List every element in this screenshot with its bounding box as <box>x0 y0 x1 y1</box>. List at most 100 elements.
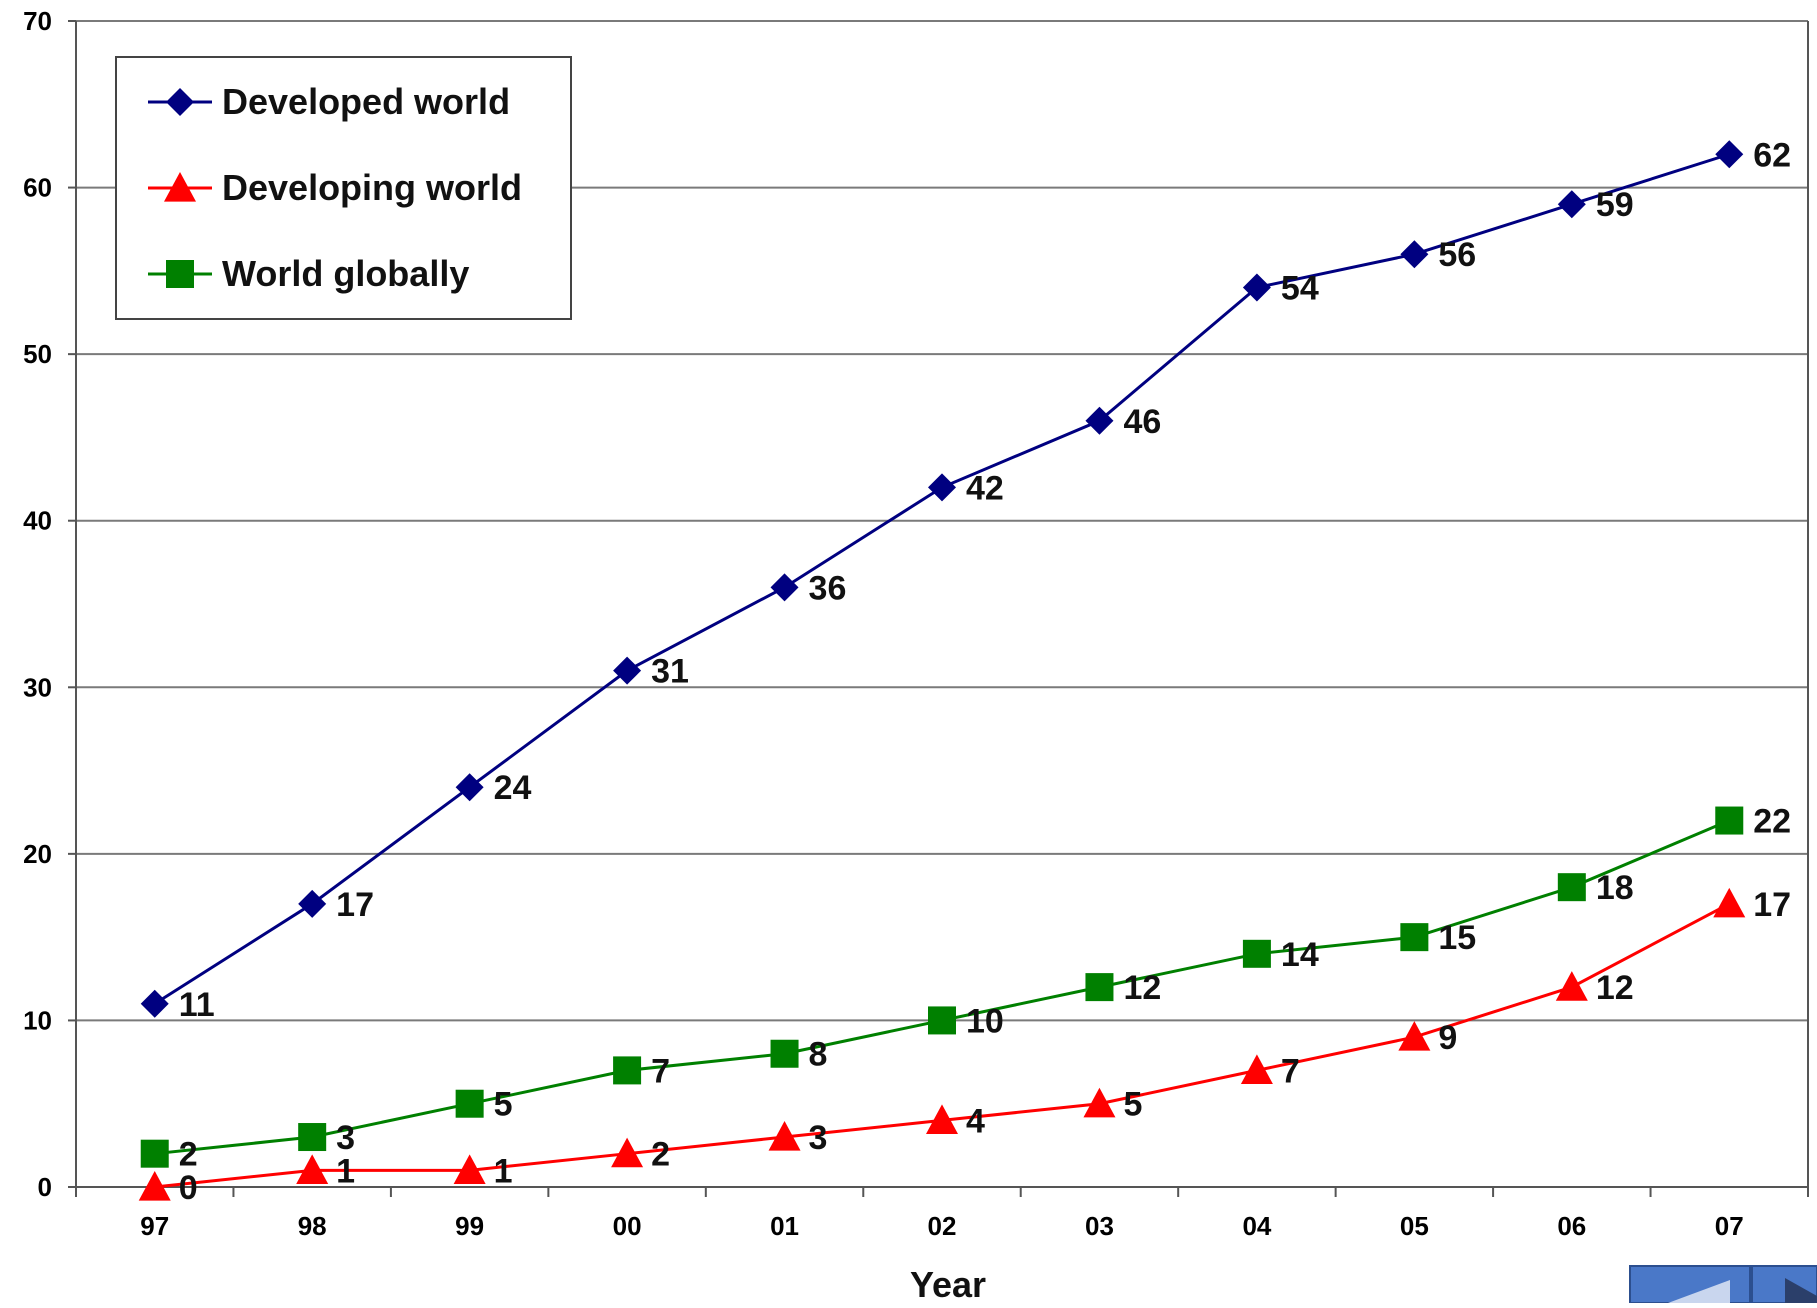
legend-marker-developing-world <box>164 172 196 202</box>
point-developing-world-99 <box>453 1154 486 1184</box>
point-world-globally-02 <box>928 1006 956 1035</box>
x-tick-label-03: 03 <box>1085 1211 1114 1241</box>
point-world-globally-06 <box>1557 873 1586 902</box>
data-label-developing-world-00: 2 <box>651 1136 670 1174</box>
data-label-developed-world-97: 11 <box>179 986 215 1024</box>
point-developed-world-98 <box>298 889 327 918</box>
data-label-world-globally-04: 14 <box>1281 936 1319 974</box>
point-developing-world-04 <box>1240 1054 1273 1084</box>
point-world-globally-05 <box>1400 923 1429 952</box>
point-developing-world-05 <box>1398 1021 1431 1051</box>
data-label-world-globally-97: 2 <box>179 1136 198 1174</box>
series-layer <box>138 140 1746 1201</box>
data-label-world-globally-03: 12 <box>1123 969 1161 1007</box>
x-tick-label-97: 97 <box>140 1211 169 1241</box>
point-developing-world-06 <box>1555 971 1588 1001</box>
x-axis-title: Year <box>910 1264 986 1303</box>
x-tick-label-00: 00 <box>613 1211 642 1241</box>
data-label-world-globally-06: 18 <box>1596 869 1634 907</box>
data-label-developing-world-97: 0 <box>179 1169 198 1207</box>
data-label-developed-world-05: 56 <box>1438 236 1476 274</box>
data-label-developing-world-98: 1 <box>336 1152 355 1190</box>
x-tick-label-02: 02 <box>928 1211 957 1241</box>
series-line-world-globally <box>154 819 1730 1156</box>
point-developed-world-04 <box>1242 273 1271 302</box>
legend: Developed world Developing world World glo… <box>115 56 572 320</box>
x-tick-label-04: 04 <box>1242 1211 1271 1241</box>
data-label-developed-world-04: 54 <box>1281 270 1319 308</box>
legend-label-developing-world: Developing world <box>222 167 522 208</box>
point-developed-world-02 <box>928 473 956 502</box>
y-tick-label-0: 0 <box>38 1172 52 1202</box>
point-developed-world-03 <box>1085 406 1114 435</box>
series-line-developing-world <box>154 902 1730 1189</box>
data-label-developed-world-98: 17 <box>336 886 374 924</box>
data-label-world-globally-05: 15 <box>1438 919 1476 957</box>
data-label-developed-world-02: 42 <box>966 469 1004 507</box>
data-label-developing-world-04: 7 <box>1281 1052 1300 1090</box>
point-developing-world-03 <box>1083 1087 1116 1118</box>
legend-label-world-globally: World globally <box>222 253 469 294</box>
data-label-developing-world-02: 4 <box>966 1102 985 1140</box>
data-label-developed-world-00: 31 <box>651 653 689 691</box>
x-tick-label-06: 06 <box>1557 1211 1586 1241</box>
triangle-left-icon <box>1668 1280 1730 1303</box>
point-developed-world-00 <box>613 656 642 685</box>
point-world-globally-04 <box>1242 939 1271 968</box>
y-tick-label-20: 20 <box>23 839 52 869</box>
y-tick-label-50: 50 <box>23 339 52 369</box>
point-developing-world-01 <box>768 1121 801 1151</box>
data-label-developed-world-99: 24 <box>494 769 532 807</box>
point-world-globally-07 <box>1715 806 1744 835</box>
point-world-globally-99 <box>455 1089 484 1118</box>
point-world-globally-01 <box>770 1039 799 1068</box>
y-tick-label-70: 70 <box>23 6 52 36</box>
legend-marker-world-globally <box>166 260 194 288</box>
data-label-world-globally-02: 10 <box>966 1002 1004 1040</box>
back-button[interactable] <box>1629 1265 1751 1304</box>
slide-navigation <box>1629 1265 1817 1304</box>
point-developing-world-02 <box>926 1104 958 1134</box>
data-label-world-globally-00: 7 <box>651 1052 670 1090</box>
data-label-developing-world-03: 5 <box>1123 1086 1142 1124</box>
x-tick-label-01: 01 <box>770 1211 799 1241</box>
y-tick-label-10: 10 <box>23 1005 52 1035</box>
data-label-world-globally-07: 22 <box>1753 803 1791 841</box>
point-developed-world-06 <box>1557 190 1586 219</box>
point-developed-world-01 <box>770 573 799 602</box>
data-label-developing-world-01: 3 <box>809 1119 828 1157</box>
point-developed-world-07 <box>1715 140 1744 169</box>
data-label-world-globally-98: 3 <box>336 1119 355 1157</box>
data-label-developing-world-99: 1 <box>494 1152 513 1190</box>
point-developed-world-97 <box>140 989 169 1018</box>
triangle-right-icon <box>1785 1278 1817 1303</box>
y-tick-label-40: 40 <box>23 506 52 536</box>
legend-label-developed-world: Developed world <box>222 81 510 122</box>
point-developing-world-97 <box>138 1171 171 1201</box>
forward-button[interactable] <box>1751 1265 1817 1304</box>
x-tick-label-05: 05 <box>1400 1211 1429 1241</box>
point-developed-world-05 <box>1400 240 1429 269</box>
data-label-world-globally-99: 5 <box>494 1086 513 1124</box>
legend-marker-developed-world <box>166 88 194 116</box>
data-label-developing-world-05: 9 <box>1438 1019 1457 1057</box>
point-developing-world-00 <box>611 1137 644 1168</box>
point-world-globally-98 <box>298 1123 327 1152</box>
y-tick-label-60: 60 <box>23 173 52 203</box>
data-label-developing-world-06: 12 <box>1596 969 1634 1007</box>
point-world-globally-97 <box>140 1139 169 1168</box>
point-developing-world-07 <box>1713 887 1746 918</box>
point-world-globally-00 <box>613 1056 642 1085</box>
x-tick-label-99: 99 <box>455 1211 484 1241</box>
data-label-developed-world-06: 59 <box>1596 186 1634 224</box>
data-label-developed-world-01: 36 <box>809 569 847 607</box>
data-label-developing-world-07: 17 <box>1753 886 1791 924</box>
y-tick-label-30: 30 <box>23 672 52 702</box>
point-developed-world-99 <box>455 773 484 802</box>
data-label-world-globally-01: 8 <box>809 1036 828 1074</box>
data-label-developed-world-07: 62 <box>1753 136 1791 174</box>
